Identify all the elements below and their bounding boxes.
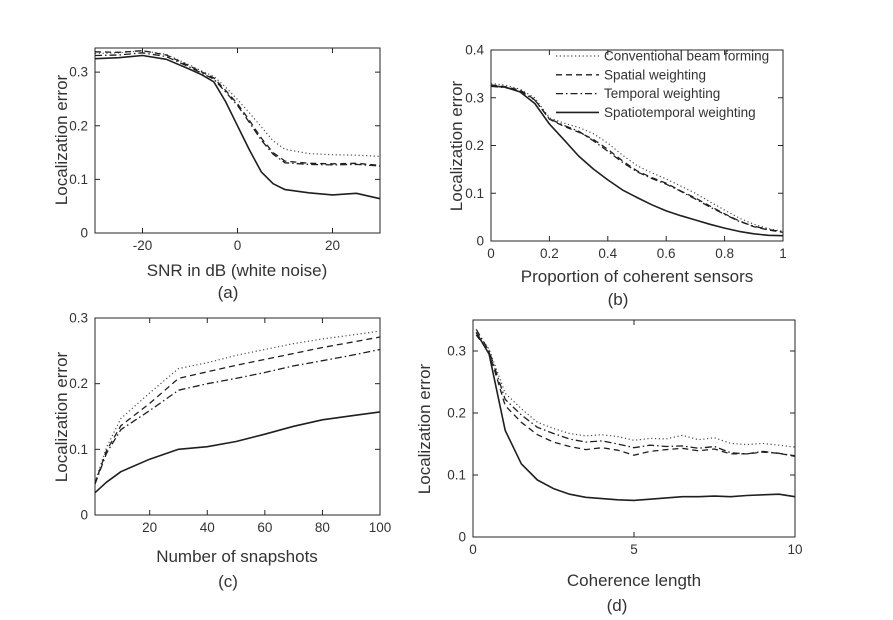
svg-text:-20: -20 [133,238,153,253]
svg-text:0.6: 0.6 [657,246,676,261]
svg-text:0.4: 0.4 [465,43,484,58]
legend-entry: Conventional beam forming [604,49,769,64]
legend-entry: Spatial weighting [604,67,706,82]
ticks-b [490,49,784,242]
series-d-solid [475,331,796,502]
x-axis-label-b: Proportion of coherent sensors [520,267,754,286]
svg-text:0.1: 0.1 [447,468,466,483]
chart-a: -20 0 20 0 0.1 0.2 0.3 [69,47,381,253]
caption-c: (c) [218,572,238,591]
series-a-dashed [94,50,381,167]
svg-text:0: 0 [469,542,477,557]
y-axis-label-d: Localization error [415,363,434,495]
tick-labels-d: 0 5 10 0 0.1 0.2 0.3 [447,344,802,558]
svg-text:0.1: 0.1 [69,172,88,187]
x-axis-label-c: Number of snapshots [156,547,318,566]
legend: Conventional beam forming Spatial weighti… [556,49,769,120]
chart-b: 0 0.2 0.4 0.6 0.8 1 0 0.1 0.2 0.3 0.4 Conventional … [465,43,787,262]
series-d-dashed [475,334,796,458]
chart-d: 0 5 10 0 0.1 0.2 0.3 [447,319,803,558]
series-d-dashdot [475,328,796,457]
svg-text:5: 5 [630,542,638,557]
series-d-dotted [475,332,796,448]
svg-text:0.1: 0.1 [465,186,484,201]
svg-text:0.2: 0.2 [447,406,466,421]
series-c-dashed [94,336,381,484]
caption-d: (d) [606,596,628,615]
series-b-solid [490,85,784,237]
svg-text:0: 0 [487,246,495,261]
ticks-d [472,320,796,538]
svg-text:0: 0 [80,226,88,241]
svg-text:0.3: 0.3 [69,311,88,326]
svg-text:0.2: 0.2 [69,376,88,391]
series-c-dashdot [94,348,381,485]
svg-text:20: 20 [325,238,340,253]
y-axis-label-a: Localization error [52,74,71,206]
ticks-c [95,317,381,516]
svg-text:0: 0 [80,508,88,523]
legend-entry: Spatiotemporal weighting [604,105,756,120]
axes-box-a [94,47,381,234]
ticks-a [95,48,380,234]
svg-text:0: 0 [458,530,466,545]
tick-labels-a: -20 0 20 0 0.1 0.2 0.3 [69,65,340,253]
series-c-solid [94,411,381,494]
svg-text:60: 60 [257,520,272,535]
y-axis-label-c: Localization error [52,351,71,483]
x-axis-label-d: Coherence length [566,571,702,590]
series-b-dotted [490,82,784,232]
axes-box-c [94,317,381,516]
y-axis-label-b: Localization error [447,80,466,212]
svg-text:0.2: 0.2 [465,138,484,153]
svg-text:20: 20 [142,520,157,535]
svg-text:0.3: 0.3 [69,65,88,80]
chart-c: 20 40 60 80 100 0 0.1 0.2 0.3 [69,311,391,536]
x-axis-label-a: SNR in dB (white noise) [146,261,328,280]
svg-text:0.4: 0.4 [598,246,617,261]
axes-box-d [472,319,796,538]
tick-labels-c: 20 40 60 80 100 0 0.1 0.2 0.3 [69,311,391,536]
series-a-solid [94,54,381,200]
svg-text:0.2: 0.2 [69,118,88,133]
series-b-dashdot [490,85,784,233]
caption-b: (b) [607,290,629,309]
series-c-dotted [94,330,381,483]
svg-text:0.3: 0.3 [447,344,466,359]
svg-text:0.2: 0.2 [540,246,559,261]
svg-text:0.8: 0.8 [715,246,734,261]
svg-text:0: 0 [234,238,242,253]
legend-entry: Temporal weighting [604,86,720,101]
tick-labels-b: 0 0.2 0.4 0.6 0.8 1 0 0.1 0.2 0.3 0.4 [465,43,787,262]
series-a-dashdot [94,52,381,167]
svg-text:80: 80 [315,520,330,535]
svg-text:0: 0 [476,234,484,249]
svg-text:1: 1 [779,246,787,261]
svg-text:40: 40 [200,520,215,535]
svg-text:0.3: 0.3 [465,90,484,105]
svg-text:0.1: 0.1 [69,442,88,457]
caption-a: (a) [217,283,239,302]
svg-text:10: 10 [787,542,802,557]
series-a-dotted [94,50,381,157]
svg-text:100: 100 [369,520,392,535]
